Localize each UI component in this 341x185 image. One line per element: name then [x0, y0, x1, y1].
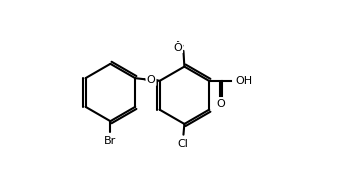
Text: OH: OH: [235, 76, 252, 86]
Text: O: O: [147, 75, 155, 85]
Text: Br: Br: [104, 136, 117, 146]
Text: O: O: [216, 100, 225, 110]
Text: O: O: [174, 43, 182, 53]
Text: Cl: Cl: [177, 139, 188, 149]
